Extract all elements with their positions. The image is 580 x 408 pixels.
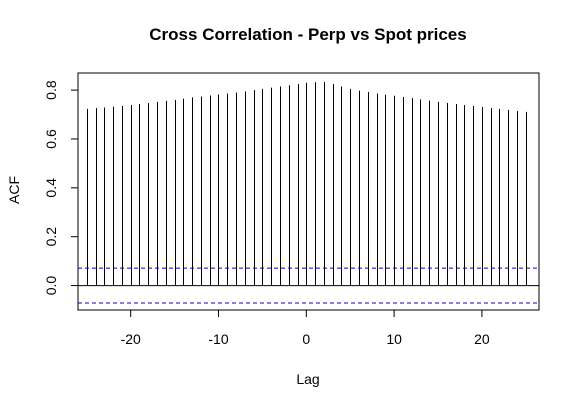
chart-marks: -20 -10 0 10 20 0.0 0.2 0.4 0.6 0.8 (43, 80, 539, 347)
y-tick-label: 0.4 (43, 178, 59, 198)
chart-title: Cross Correlation - Perp vs Spot prices (149, 25, 466, 44)
x-tick-label: 20 (474, 331, 490, 347)
y-axis-label: ACF (6, 176, 22, 204)
x-tick-label: 0 (302, 331, 310, 347)
x-tick-label: -10 (208, 331, 228, 347)
x-tick-label: 10 (386, 331, 402, 347)
plot-frame (77, 72, 540, 311)
y-tick-label: 0.2 (43, 227, 59, 247)
y-tick-label: 0.8 (43, 80, 59, 100)
y-tick-label: 0.0 (43, 276, 59, 296)
x-tick-label: -20 (121, 331, 141, 347)
x-axis-label: Lag (296, 371, 319, 387)
y-tick-label: 0.6 (43, 129, 59, 149)
